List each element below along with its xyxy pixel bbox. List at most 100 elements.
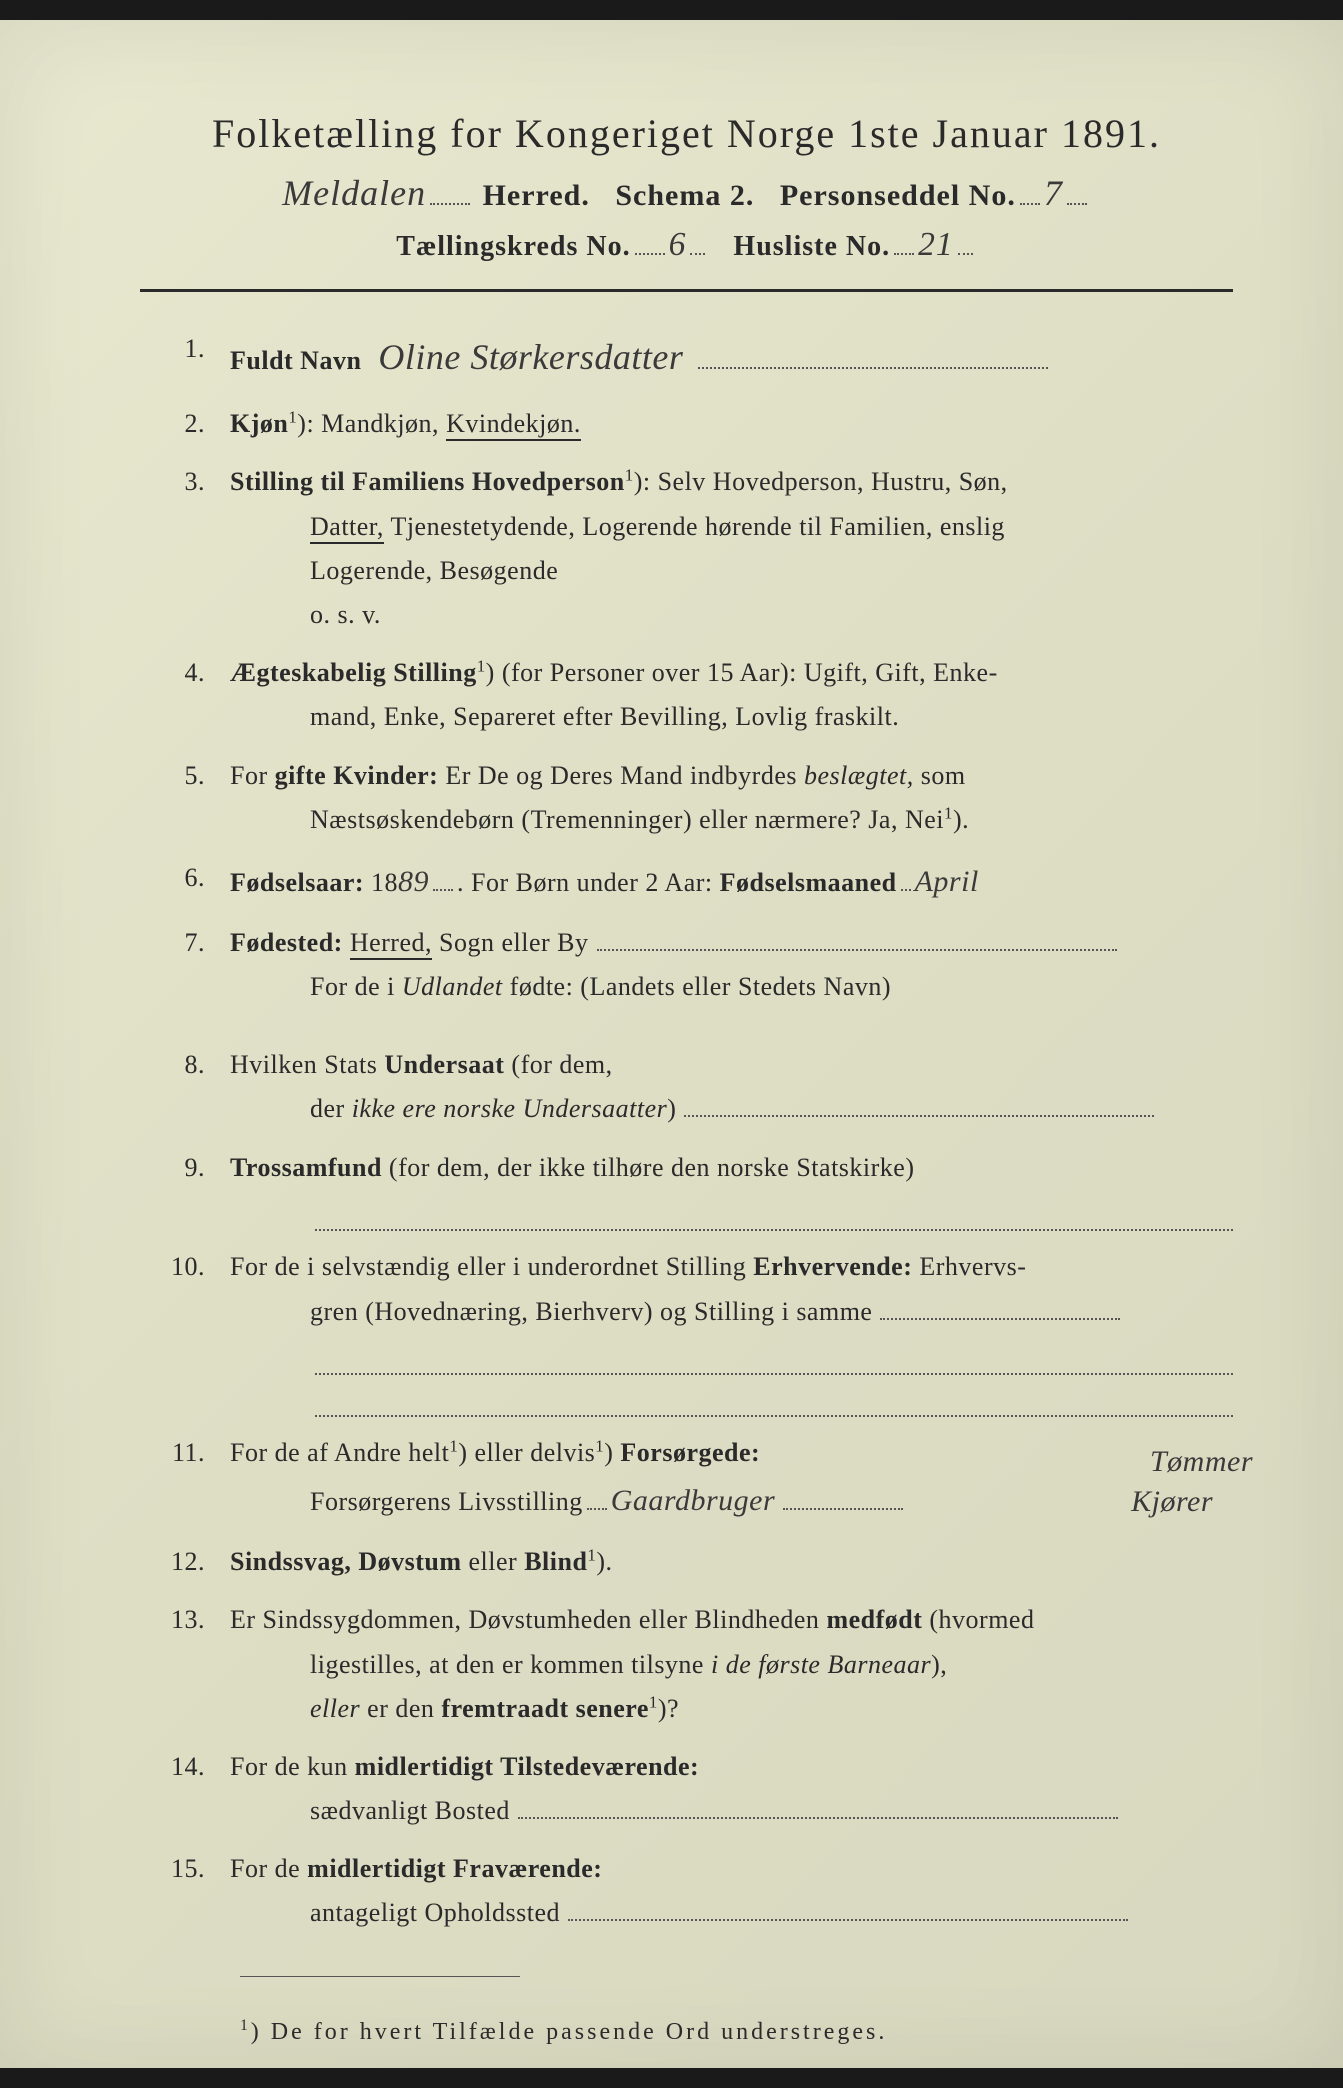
r8-line2-pre: der bbox=[310, 1094, 352, 1123]
forsorgede-label: Forsørgede: bbox=[620, 1438, 760, 1467]
r7-line2-pre: For de i bbox=[310, 972, 402, 1001]
r4-line1: ) (for Personer over 15 Aar): Ugift, Gif… bbox=[486, 658, 998, 687]
r5-line2-end: ). bbox=[953, 805, 969, 834]
row-11: 11. For de af Andre helt1) eller delvis1… bbox=[170, 1431, 1233, 1526]
row-num-10: 10. bbox=[170, 1245, 230, 1417]
husliste-no: 21 bbox=[918, 226, 954, 263]
r10-line1-end: Erhvervs- bbox=[912, 1252, 1026, 1281]
fravaerende-label: midlertidigt Fraværende: bbox=[307, 1854, 602, 1883]
r11-pre: For de af Andre helt bbox=[230, 1438, 449, 1467]
row-15: 15. For de midlertidigt Fraværende: anta… bbox=[170, 1847, 1233, 1935]
row-8: 8. Hvilken Stats Undersaat (for dem, der… bbox=[170, 1043, 1233, 1131]
row-13: 13. Er Sindssygdommen, Døvstumheden elle… bbox=[170, 1598, 1233, 1731]
r11-mid: ) eller delvis bbox=[458, 1438, 595, 1467]
personseddel-no: 7 bbox=[1044, 173, 1063, 213]
r13-eller: eller bbox=[310, 1694, 360, 1723]
herred-name-handwritten: Meldalen bbox=[282, 173, 426, 213]
row-10: 10. For de i selvstændig eller i underor… bbox=[170, 1245, 1233, 1417]
r11-hw: Gaardbruger bbox=[611, 1484, 775, 1517]
r15-pre: For de bbox=[230, 1854, 307, 1883]
udlandet: Udlandet bbox=[402, 972, 503, 1001]
r6-mid: . For Børn under 2 Aar: bbox=[457, 868, 720, 897]
r13-line3-end: )? bbox=[658, 1694, 679, 1723]
row-num-3: 3. bbox=[170, 460, 230, 637]
r3-line2: Tjenestetydende, Logerende hørende til F… bbox=[384, 512, 1005, 541]
fodselsmaaned-label: Fødselsmaaned bbox=[720, 868, 897, 897]
footnote-sup: 1 bbox=[240, 2017, 251, 2034]
personseddel-label: Personseddel No. bbox=[780, 179, 1016, 212]
r5-line1-end: som bbox=[914, 761, 966, 790]
r5-pre: For bbox=[230, 761, 275, 790]
r15-line2: antageligt Opholdssted bbox=[310, 1898, 560, 1927]
fremtraadt-label: fremtraadt senere bbox=[441, 1694, 649, 1723]
row-2: 2. Kjøn1): Mandkjøn, Kvindekjøn. bbox=[170, 402, 1233, 446]
row-num-5: 5. bbox=[170, 754, 230, 842]
r3-line4: o. s. v. bbox=[310, 593, 1233, 637]
r14-line2: sædvanligt Bosted bbox=[310, 1796, 510, 1825]
row-num-15: 15. bbox=[170, 1847, 230, 1935]
row-5: 5. For gifte Kvinder: Er De og Deres Man… bbox=[170, 754, 1233, 842]
r14-pre: For de kun bbox=[230, 1752, 355, 1781]
footnote-divider bbox=[240, 1976, 520, 1977]
row-num-11: 11. bbox=[170, 1431, 230, 1526]
r7-rest: Sogn eller By bbox=[432, 928, 589, 957]
r13-line2-end: ), bbox=[931, 1650, 947, 1679]
r11-post: ) bbox=[604, 1438, 620, 1467]
form-body: 1. Fuldt Navn Oline Størkersdatter 2. Kj… bbox=[140, 327, 1233, 2046]
sindssvag-label: Sindssvag, Døvstum bbox=[230, 1547, 462, 1576]
taellingskreds-label: Tællingskreds No. bbox=[396, 231, 630, 262]
footnote-text: ) De for hvert Tilfælde passende Ord und… bbox=[251, 2019, 888, 2045]
main-title: Folketælling for Kongeriget Norge 1ste J… bbox=[140, 110, 1233, 157]
r11-hw-side2: Kjører bbox=[1131, 1476, 1213, 1527]
r10-line1: For de i selvstændig eller i underordnet… bbox=[230, 1252, 753, 1281]
medfodt-label: medfødt bbox=[826, 1605, 922, 1634]
month-hw: April bbox=[915, 865, 979, 898]
subtitle-row-2: Tællingskreds No.6 Husliste No.21 bbox=[140, 226, 1233, 264]
r13-line3-mid: er den bbox=[360, 1694, 441, 1723]
aegteskab-label: Ægteskabelig Stilling bbox=[230, 658, 477, 687]
r8-italic: ikke ere norske Undersaatter bbox=[352, 1094, 668, 1123]
row-6: 6. Fødselsaar: 1889. For Børn under 2 Aa… bbox=[170, 856, 1233, 907]
r5-line1: Er De og Deres Mand indbyrdes bbox=[438, 761, 804, 790]
row-9: 9. Trossamfund (for dem, der ikke tilhør… bbox=[170, 1146, 1233, 1232]
row-num-14: 14. bbox=[170, 1745, 230, 1833]
row-12: 12. Sindssvag, Døvstum eller Blind1). bbox=[170, 1540, 1233, 1584]
r12-end: ). bbox=[596, 1547, 612, 1576]
fuldt-navn-value: Oline Størkersdatter bbox=[378, 337, 683, 377]
r13-line1: Er Sindssygdommen, Døvstumheden eller Bl… bbox=[230, 1605, 826, 1634]
beslaegtet: beslægtet, bbox=[804, 761, 914, 790]
trossamfund-label: Trossamfund bbox=[230, 1153, 382, 1182]
row-num-6: 6. bbox=[170, 856, 230, 907]
schema-label: Schema 2. bbox=[615, 179, 754, 212]
row-7: 7. Fødested: Herred, Sogn eller By For d… bbox=[170, 921, 1233, 1009]
kvindekjon-underlined: Kvindekjøn. bbox=[446, 409, 581, 441]
r13-italic: i de første Barneaar bbox=[711, 1650, 931, 1679]
r5-line2: Næstsøskendebørn (Tremenninger) eller næ… bbox=[310, 805, 944, 834]
row-num-2: 2. bbox=[170, 402, 230, 446]
row-num-4: 4. bbox=[170, 651, 230, 739]
row-num-9: 9. bbox=[170, 1146, 230, 1232]
row-3: 3. Stilling til Familiens Hovedperson1):… bbox=[170, 460, 1233, 637]
kjon-text: ): Mandkjøn, bbox=[297, 409, 446, 438]
stilling-label: Stilling til Familiens Hovedperson bbox=[230, 467, 625, 496]
row-num-12: 12. bbox=[170, 1540, 230, 1584]
undersaat-label: Undersaat bbox=[384, 1050, 504, 1079]
erhvervende-label: Erhvervende: bbox=[753, 1252, 912, 1281]
r10-line2: gren (Hovednæring, Bierhverv) og Stillin… bbox=[310, 1297, 872, 1326]
tilstedevaerende-label: midlertidigt Tilstedeværende: bbox=[355, 1752, 700, 1781]
r7-line2-post: fødte: (Landets eller Stedets Navn) bbox=[503, 972, 891, 1001]
fuldt-navn-label: Fuldt Navn bbox=[230, 346, 361, 375]
row-num-7: 7. bbox=[170, 921, 230, 1009]
husliste-label: Husliste No. bbox=[733, 231, 890, 262]
row-num-1: 1. bbox=[170, 327, 230, 388]
r13-line1-end: (hvormed bbox=[922, 1605, 1034, 1634]
form-header: Folketælling for Kongeriget Norge 1ste J… bbox=[140, 110, 1233, 264]
herred-label: Herred. bbox=[483, 179, 590, 212]
year-prefix: 18 bbox=[371, 868, 398, 897]
herred-underlined: Herred, bbox=[350, 928, 432, 960]
row-4: 4. Ægteskabelig Stilling1) (for Personer… bbox=[170, 651, 1233, 739]
header-divider bbox=[140, 289, 1233, 292]
r13-line2-pre: ligestilles, at den er kommen tilsyne bbox=[310, 1650, 711, 1679]
r12-mid: eller bbox=[462, 1547, 525, 1576]
row-num-8: 8. bbox=[170, 1043, 230, 1131]
